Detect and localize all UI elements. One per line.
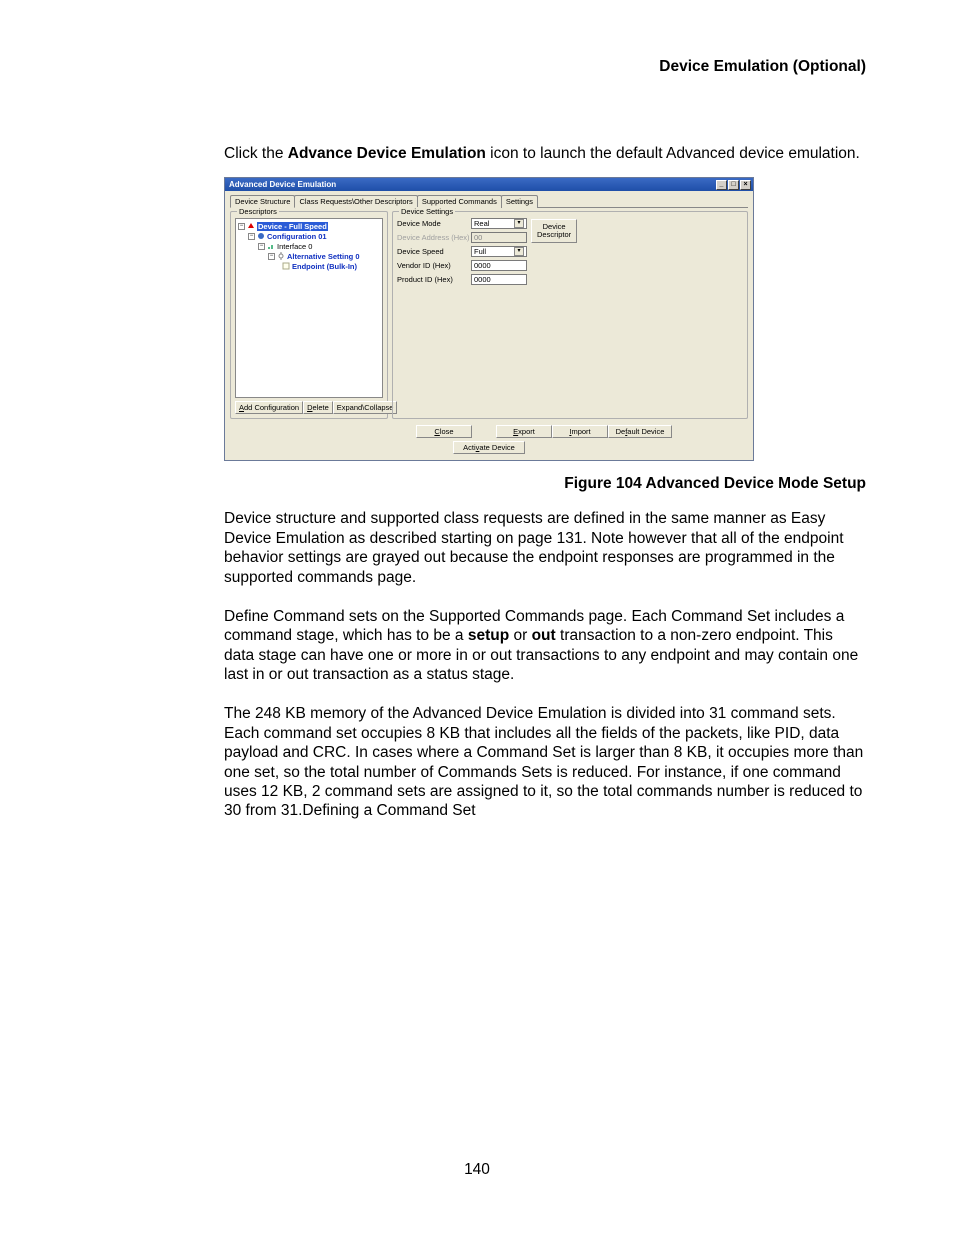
- export-button[interactable]: Export: [496, 425, 552, 438]
- tab-device-structure[interactable]: Device Structure: [230, 195, 295, 208]
- device-mode-label: Device Mode: [397, 219, 467, 228]
- window-title: Advanced Device Emulation: [229, 180, 336, 189]
- intro-post: icon to launch the default Advanced devi…: [486, 145, 860, 162]
- tree-node-altsetting[interactable]: Alternative Setting 0: [287, 252, 360, 261]
- intro-pre: Click the: [224, 145, 288, 162]
- descriptor-tree[interactable]: − Device - Full Speed − Configuration 01…: [235, 218, 383, 398]
- chevron-down-icon[interactable]: ▾: [514, 219, 524, 228]
- minimize-icon[interactable]: _: [716, 180, 727, 190]
- close-icon[interactable]: ×: [740, 180, 751, 190]
- tree-collapse-icon[interactable]: −: [238, 223, 245, 230]
- page-header: Device Emulation (Optional): [224, 58, 866, 76]
- device-address-label: Device Address (Hex): [397, 233, 467, 242]
- intro-paragraph: Click the Advance Device Emulation icon …: [224, 144, 866, 163]
- tree-node-device[interactable]: Device - Full Speed: [257, 222, 328, 231]
- delete-button[interactable]: Delete: [303, 401, 333, 414]
- tree-collapse-icon[interactable]: −: [268, 253, 275, 260]
- vendor-id-value: 0000: [474, 261, 491, 270]
- vendor-id-input[interactable]: 0000: [471, 260, 527, 271]
- device-settings-legend: Device Settings: [399, 207, 455, 216]
- interface-icon: [267, 242, 275, 250]
- tree-collapse-icon[interactable]: −: [258, 243, 265, 250]
- device-address-value: 00: [474, 233, 482, 242]
- intro-bold: Advance Device Emulation: [288, 145, 486, 162]
- endpoint-icon: [282, 262, 290, 270]
- default-device-button[interactable]: Default Device: [608, 425, 672, 438]
- tab-settings[interactable]: Settings: [501, 195, 538, 208]
- para2-mid: or: [509, 627, 531, 644]
- device-speed-select[interactable]: Full ▾: [471, 246, 527, 257]
- device-speed-value: Full: [474, 247, 486, 256]
- para2-bold2: out: [532, 627, 556, 644]
- tree-node-endpoint[interactable]: Endpoint (Bulk-In): [292, 262, 357, 271]
- device-mode-value: Real: [474, 219, 489, 228]
- paragraph-1: Device structure and supported class req…: [224, 509, 866, 587]
- product-id-input[interactable]: 0000: [471, 274, 527, 285]
- figure-caption: Figure 104 Advanced Device Mode Setup: [224, 475, 866, 493]
- import-button[interactable]: Import: [552, 425, 608, 438]
- para2-bold1: setup: [468, 627, 509, 644]
- tree-collapse-icon[interactable]: −: [248, 233, 255, 240]
- product-id-label: Product ID (Hex): [397, 275, 467, 284]
- tab-strip: Device Structure Class Requests\Other De…: [230, 194, 748, 208]
- titlebar: Advanced Device Emulation _ □ ×: [225, 178, 753, 191]
- app-window: Advanced Device Emulation _ □ × Device S…: [224, 177, 754, 461]
- vendor-id-label: Vendor ID (Hex): [397, 261, 467, 270]
- activate-device-button[interactable]: Activate Device: [453, 441, 525, 454]
- add-configuration-button[interactable]: Add Configuration: [235, 401, 303, 414]
- device-mode-select[interactable]: Real ▾: [471, 218, 527, 229]
- descriptors-legend: Descriptors: [237, 207, 279, 216]
- expand-collapse-button[interactable]: Expand\Collapse: [333, 401, 398, 414]
- config-icon: [257, 232, 265, 240]
- maximize-icon[interactable]: □: [728, 180, 739, 190]
- tree-node-interface[interactable]: Interface 0: [277, 242, 312, 251]
- chevron-down-icon[interactable]: ▾: [514, 247, 524, 256]
- page-number: 140: [0, 1161, 954, 1179]
- device-icon: [247, 222, 255, 230]
- descriptors-group: Descriptors − Device - Full Speed − Conf…: [230, 211, 388, 419]
- close-button[interactable]: Close: [416, 425, 472, 438]
- tree-node-config[interactable]: Configuration 01: [267, 232, 327, 241]
- altsetting-icon: [277, 252, 285, 260]
- device-speed-label: Device Speed: [397, 247, 467, 256]
- product-id-value: 0000: [474, 275, 491, 284]
- paragraph-2: Define Command sets on the Supported Com…: [224, 607, 866, 685]
- device-address-input: 00: [471, 232, 527, 243]
- device-settings-group: Device Settings Device Mode Real ▾ Devic…: [392, 211, 748, 419]
- paragraph-3: The 248 KB memory of the Advanced Device…: [224, 704, 866, 820]
- device-descriptor-button[interactable]: Device Descriptor: [531, 219, 577, 244]
